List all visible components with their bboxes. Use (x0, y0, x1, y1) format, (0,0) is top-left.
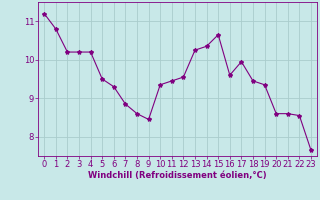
X-axis label: Windchill (Refroidissement éolien,°C): Windchill (Refroidissement éolien,°C) (88, 171, 267, 180)
